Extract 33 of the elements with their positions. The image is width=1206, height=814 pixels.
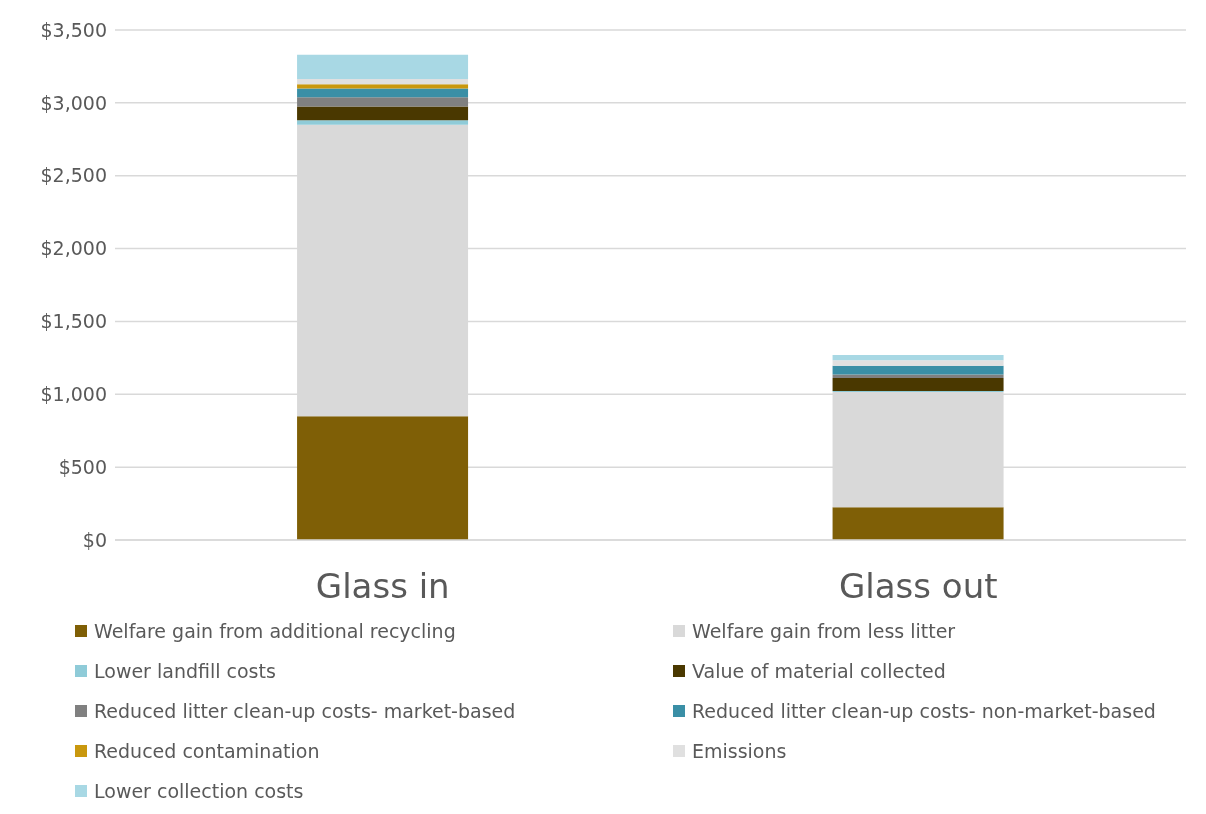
legend-label: Reduced contamination bbox=[94, 740, 320, 762]
legend-label: Reduced litter clean-up costs- market-based bbox=[94, 700, 516, 722]
bar bbox=[832, 507, 1004, 540]
bar bbox=[297, 120, 469, 125]
bar bbox=[832, 374, 1004, 378]
legend-label: Lower collection costs bbox=[94, 780, 304, 802]
bar bbox=[832, 377, 1004, 392]
x-tick-label: Glass out bbox=[838, 566, 998, 607]
legend-label: Reduced litter clean-up costs- non-market-based bbox=[692, 700, 1156, 722]
bar bbox=[297, 97, 469, 107]
legend-label: Welfare gain from less litter bbox=[692, 620, 956, 642]
bar bbox=[297, 79, 469, 85]
legend-label: Welfare gain from additional recycling bbox=[94, 620, 456, 642]
bar bbox=[832, 365, 1004, 375]
bar bbox=[297, 88, 469, 98]
bar bbox=[832, 354, 1004, 361]
bar bbox=[297, 54, 469, 80]
legend-label: Lower landfill costs bbox=[94, 660, 276, 682]
legend-label: Emissions bbox=[692, 740, 787, 762]
x-tick-label: Glass in bbox=[315, 566, 450, 607]
y-tick-label: $2,000 bbox=[40, 237, 107, 260]
y-tick-label: $1,000 bbox=[40, 383, 107, 406]
y-tick-label: $2,500 bbox=[40, 164, 107, 187]
bar bbox=[832, 360, 1004, 366]
y-tick-label: $1,500 bbox=[40, 310, 107, 333]
bar bbox=[297, 416, 469, 540]
y-tick-label: $500 bbox=[58, 455, 107, 478]
bar bbox=[297, 106, 469, 121]
y-tick-label: $0 bbox=[82, 528, 107, 551]
bar bbox=[297, 84, 469, 89]
legend-label: Value of material collected bbox=[692, 660, 946, 682]
y-tick-label: $3,500 bbox=[40, 18, 107, 41]
y-tick-label: $3,000 bbox=[40, 91, 107, 114]
